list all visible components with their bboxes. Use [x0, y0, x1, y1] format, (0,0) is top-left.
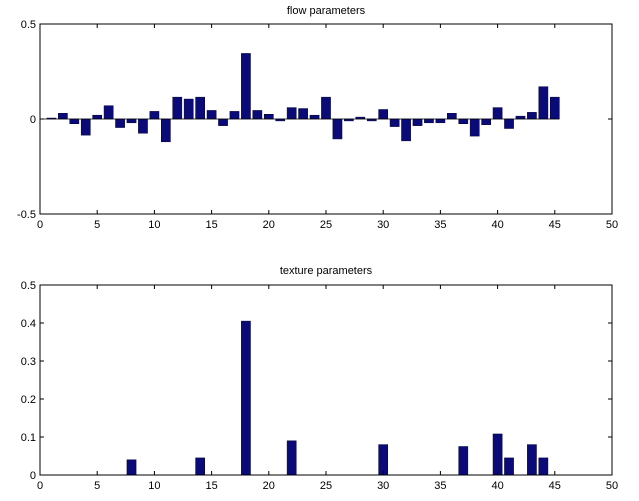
flow-bars: [46, 53, 560, 143]
bar-3: [69, 118, 80, 124]
bar-41: [504, 118, 514, 129]
bar-39: [481, 118, 491, 125]
bar-8: [126, 459, 137, 476]
bar-37: [458, 446, 469, 476]
bar-24: [309, 114, 320, 120]
x-tick-label: 40: [491, 219, 503, 231]
x-tick-label: 50: [606, 219, 618, 231]
bar-35: [435, 118, 446, 124]
bar-31: [389, 118, 400, 127]
y-tick-label: 0: [30, 470, 36, 482]
bar-43: [527, 112, 537, 120]
bar-12: [172, 96, 183, 120]
texture-parameters-title: texture parameters: [280, 265, 373, 277]
y-tick-label: 0.1: [21, 432, 36, 444]
bar-5: [92, 114, 103, 120]
bar-18: [241, 53, 251, 120]
flow-parameters-title: flow parameters: [287, 5, 366, 17]
flow-ticks: 0 5 10 15 20 25 30 35 40 45 50-0.500.5: [17, 19, 618, 231]
bar-45: [549, 96, 560, 120]
x-tick-label: 15: [205, 480, 217, 492]
bar-6: [103, 105, 114, 120]
x-tick-label: 15: [205, 219, 217, 231]
bar-10: [149, 111, 160, 120]
x-tick-label: 5: [94, 480, 100, 492]
y-tick-label: 0.5: [21, 280, 36, 292]
x-tick-label: 0: [37, 480, 43, 492]
bar-9: [138, 118, 148, 134]
texture-axes-frame: [39, 284, 613, 476]
x-tick-label: 25: [320, 480, 332, 492]
bar-34: [424, 118, 434, 124]
y-tick-label: 0: [30, 114, 36, 126]
x-tick-label: 0: [37, 219, 43, 231]
y-tick-label: 0.3: [21, 356, 36, 368]
bar-32: [401, 118, 411, 142]
bar-20: [263, 114, 274, 120]
bar-37: [458, 118, 469, 124]
texture-bars: [126, 320, 549, 476]
x-tick-label: 5: [94, 219, 100, 231]
bar-25: [321, 96, 331, 120]
x-tick-label: 10: [148, 219, 160, 231]
bar-44: [538, 457, 549, 476]
bar-17: [229, 111, 240, 120]
x-tick-label: 20: [263, 219, 275, 231]
bar-44: [538, 86, 549, 120]
bar-41: [504, 457, 514, 476]
x-tick-label: 10: [148, 480, 160, 492]
bar-36: [447, 113, 457, 120]
x-tick-label: 20: [263, 480, 275, 492]
x-tick-label: 25: [320, 219, 332, 231]
flow-parameters-plot: flow parameters 0 5 10 15 20 25 30 35 40 45 50 -0.5…: [17, 5, 618, 231]
texture-parameters-plot: texture parameters 0 5 10 15 20 25 30 35 40 45 500…: [21, 265, 618, 492]
x-tick-label: 45: [549, 219, 561, 231]
x-tick-label: 35: [434, 480, 446, 492]
bar-30: [378, 109, 389, 120]
bar-42: [515, 115, 526, 120]
x-tick-label: 30: [377, 219, 389, 231]
x-tick-label: 45: [549, 480, 561, 492]
bar-30: [378, 444, 389, 476]
x-tick-label: 40: [491, 480, 503, 492]
bar-43: [527, 444, 537, 476]
texture-ticks: 0 5 10 15 20 25 30 35 40 45 50 0 0.1 0.2 0.3 0.4 0.5: [21, 280, 618, 492]
bar-22: [286, 107, 297, 120]
bar-14: [195, 457, 205, 476]
bar-13: [183, 98, 194, 120]
x-tick-label: 30: [377, 480, 389, 492]
bar-7: [115, 118, 125, 128]
bar-23: [298, 108, 308, 120]
bar-22: [286, 440, 297, 476]
bar-14: [195, 96, 205, 120]
bar-38: [469, 118, 480, 137]
x-tick-label: 35: [434, 219, 446, 231]
bar-19: [252, 110, 263, 120]
y-tick-label: -0.5: [17, 209, 36, 221]
bar-40: [492, 433, 503, 476]
y-tick-label: 0.4: [21, 318, 36, 330]
bar-15: [206, 110, 217, 120]
y-tick-label: 0.5: [21, 19, 36, 31]
bar-4: [80, 118, 91, 136]
bar-2: [58, 113, 68, 120]
y-tick-label: 0.2: [21, 394, 36, 406]
x-tick-label: 50: [606, 480, 618, 492]
bar-11: [161, 118, 171, 143]
bar-26: [332, 118, 343, 140]
bar-16: [218, 118, 228, 126]
bar-18: [241, 320, 251, 476]
bar-40: [492, 107, 503, 120]
bar-33: [412, 118, 423, 126]
bar-8: [126, 118, 137, 124]
